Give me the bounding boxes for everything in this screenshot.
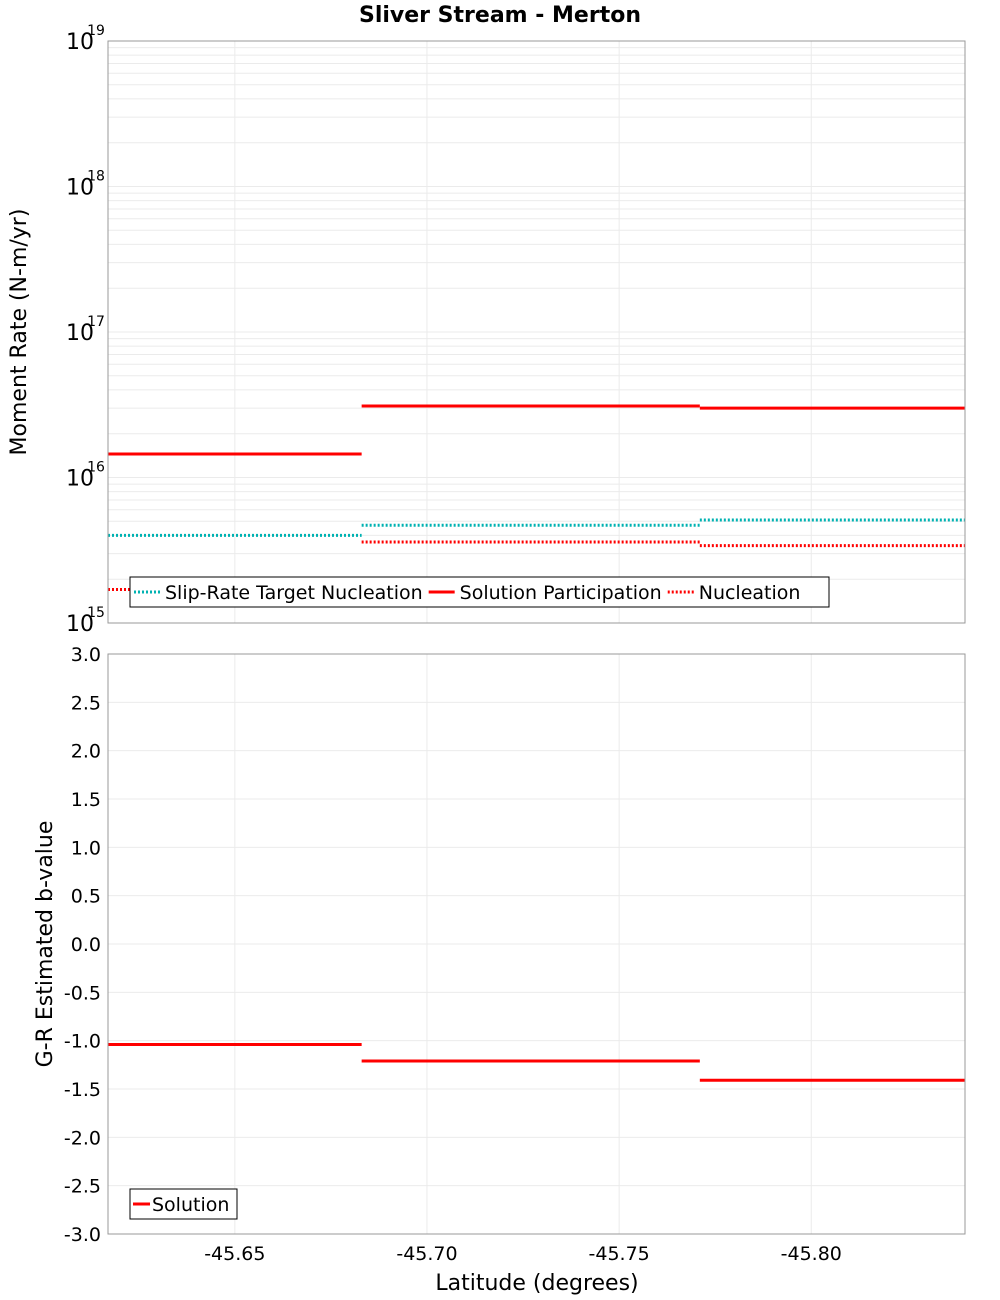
bottom-plot-frame [107, 653, 966, 1235]
bottom-grid [108, 653, 965, 1235]
bottom-y-tick-label: 0.0 [71, 934, 101, 956]
bottom-legend: Solution [129, 1188, 238, 1220]
top-y-tick-label: 10 [66, 612, 94, 637]
top-y-tick-exponent: 16 [87, 460, 105, 476]
bottom-y-tick-label: -3.0 [64, 1224, 101, 1246]
x-tick-label: -45.65 [204, 1243, 265, 1265]
x-tick-label: -45.70 [396, 1243, 457, 1265]
top-series [108, 404, 965, 591]
x-tick-label: -45.75 [589, 1243, 650, 1265]
top-legend-label-0: Slip-Rate Target Nucleation [165, 582, 423, 604]
top-y-tick-label: 10 [66, 30, 94, 55]
top-y-tick-label: 10 [66, 321, 94, 346]
top-y-tick-label: 10 [66, 176, 94, 201]
top-legend-label-1: Solution Participation [460, 582, 662, 604]
bottom-y-tick-label: -1.5 [64, 1079, 101, 1101]
bottom-y-tick-label: 1.0 [71, 837, 101, 859]
x-tick-label: -45.80 [781, 1243, 842, 1265]
bottom-y-tick-label: 2.5 [71, 692, 101, 714]
bottom-y-tick-label: 2.0 [71, 741, 101, 763]
top-y-tick-exponent: 15 [87, 605, 105, 621]
top-plot-frame [107, 40, 966, 624]
bottom-y-axis-label: G-R Estimated b-value [33, 821, 58, 1068]
top-y-tick-exponent: 18 [87, 169, 105, 185]
top-legend: Slip-Rate Target Nucleation Solution Part… [129, 576, 830, 608]
bottom-series [108, 1043, 965, 1082]
chart-title: Sliver Stream - Merton [359, 3, 641, 28]
top-legend-box [129, 576, 830, 608]
bottom-y-tick-label: -1.0 [64, 1031, 101, 1053]
bottom-y-tick-label: 0.5 [71, 886, 101, 908]
bottom-y-tick-label: -2.5 [64, 1176, 101, 1198]
b-value-panel: 3.0 2.5 2.0 1.5 1.0 0.5 0.0 -0.5 -1.0 -1.5 -2.0 -2.… [33, 644, 966, 1296]
x-axis-label: Latitude (degrees) [435, 1271, 638, 1296]
bottom-y-tick-label: -2.0 [64, 1127, 101, 1149]
top-y-tick-exponent: 17 [87, 314, 105, 330]
top-legend-label-2: Nucleation [699, 582, 801, 604]
bottom-y-tick-label: -0.5 [64, 982, 101, 1004]
top-y-tick-label: 10 [66, 467, 94, 492]
bottom-y-tick-label: 1.5 [71, 789, 101, 811]
x-ticks: -45.65 -45.70 -45.75 -45.80 [204, 1243, 842, 1265]
top-y-tick-exponent: 19 [87, 23, 105, 39]
bottom-legend-label-0: Solution [152, 1194, 229, 1216]
bottom-y-ticks: 3.0 2.5 2.0 1.5 1.0 0.5 0.0 -0.5 -1.0 -1.5 -2.0 -2.… [64, 644, 101, 1246]
bottom-y-tick-label: 3.0 [71, 644, 101, 666]
top-y-axis-label: Moment Rate (N-m/yr) [7, 209, 32, 456]
bottom-legend-box [129, 1188, 238, 1220]
